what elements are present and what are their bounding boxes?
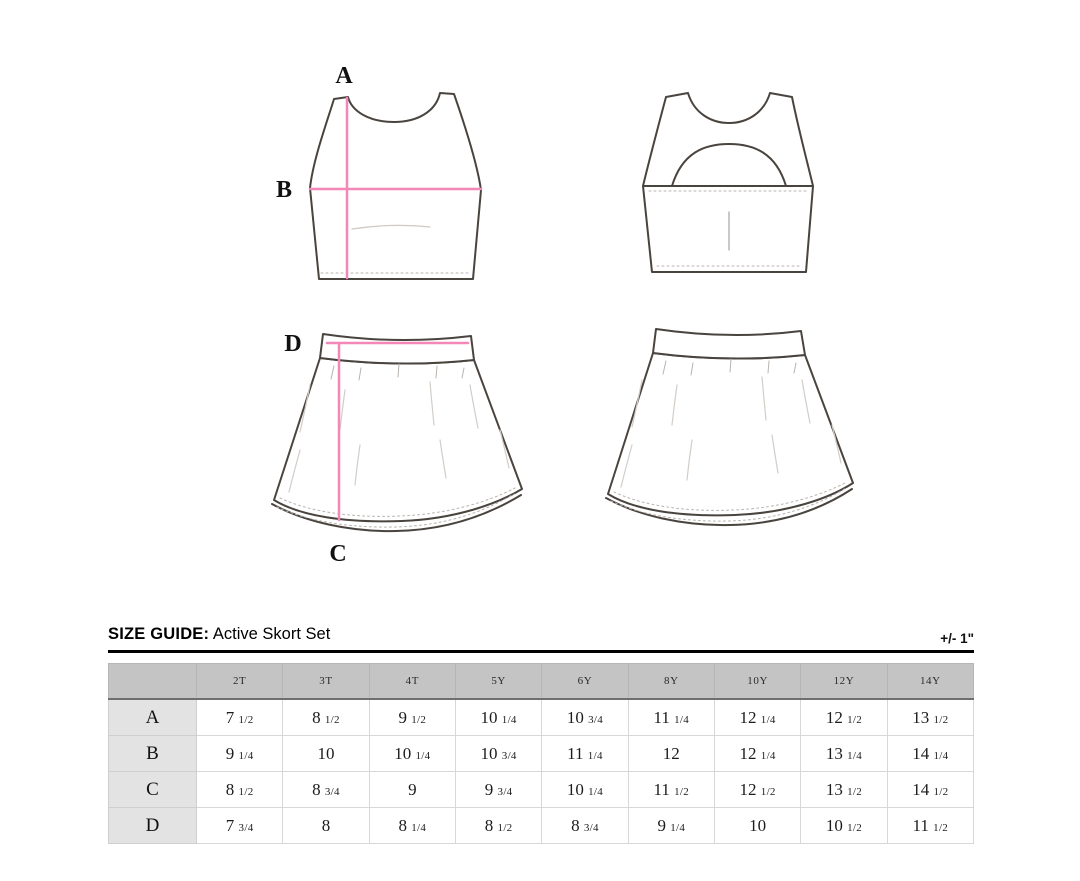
size-value-cell: 10 1/4 [368, 735, 456, 772]
skort-back-body [607, 352, 854, 517]
size-table-header: 2T 3T 4T 5Y 6Y 8Y 10Y 12Y 14Y [108, 663, 975, 700]
size-column-header: 10Y [713, 663, 802, 700]
size-column-header: 8Y [627, 663, 715, 700]
size-value-cell: 14 1/2 [886, 771, 975, 808]
skort-back-waistband [652, 328, 806, 360]
size-value-cell: 10 3/4 [454, 735, 543, 772]
size-value-cell: 8 [282, 807, 370, 844]
size-value-cell: 13 1/2 [886, 698, 975, 736]
size-value-cell: 11 1/4 [541, 735, 629, 772]
size-value-cell: 11 1/2 [886, 807, 975, 844]
size-column-header: 6Y [541, 663, 629, 700]
tank-front-chest-seam [351, 224, 431, 230]
size-column-header: 4T [368, 663, 456, 700]
size-value-cell: 8 1/2 [454, 807, 543, 844]
size-value-cell: 8 3/4 [282, 771, 370, 808]
size-value-cell: 13 1/2 [800, 771, 888, 808]
skort-back-underlayer-stitch [610, 487, 847, 522]
title-divider [108, 650, 974, 653]
tank-top-back-drawing [642, 92, 814, 273]
size-column-header: 2T [195, 663, 284, 700]
size-value-cell: 9 1/4 [195, 735, 284, 772]
size-value-cell: 10 [282, 735, 370, 772]
size-value-cell: 7 3/4 [195, 807, 284, 844]
measurement-row-label: B [108, 735, 197, 772]
size-value-cell: 8 3/4 [541, 807, 629, 844]
measurement-label-c: C [329, 541, 346, 567]
size-value-cell: 11 1/4 [627, 698, 715, 736]
size-value-cell: 9 [368, 771, 456, 808]
skort-front-underlayer [271, 494, 522, 533]
skort-front-waistband [319, 333, 475, 365]
size-value-cell: 8 1/2 [282, 698, 370, 736]
size-value-cell: 12 1/2 [713, 771, 802, 808]
skort-front-drawing [271, 333, 523, 533]
size-value-cell: 10 1/2 [800, 807, 888, 844]
tank-front-outline [309, 92, 482, 280]
size-column-header: 5Y [454, 663, 543, 700]
size-value-cell: 10 1/4 [454, 698, 543, 736]
garment-diagram: A B [271, 63, 854, 567]
measurement-row-label: A [108, 698, 197, 736]
size-value-cell: 14 1/4 [886, 735, 975, 772]
skort-back-drape-lines [620, 376, 842, 488]
measurement-label-a: A [335, 63, 353, 89]
size-value-cell: 12 [627, 735, 715, 772]
size-column-header: 14Y [886, 663, 975, 700]
skort-front-body [273, 357, 523, 523]
size-value-cell: 10 3/4 [541, 698, 629, 736]
size-value-cell: 12 1/4 [713, 735, 802, 772]
size-table-corner-cell [108, 663, 197, 700]
size-value-cell: 11 1/2 [627, 771, 715, 808]
size-column-header: 3T [282, 663, 370, 700]
size-column-header: 12Y [800, 663, 888, 700]
tank-back-straps-outline [642, 92, 814, 187]
tank-back-cutout [671, 143, 787, 187]
tolerance-note: +/- 1" [940, 631, 974, 646]
size-value-cell: 8 1/4 [368, 807, 456, 844]
size-guide-title-value: Active Skort Set [212, 625, 331, 643]
size-value-cell: 9 1/2 [368, 698, 456, 736]
measurement-label-b: B [276, 177, 292, 203]
tank-back-band [642, 185, 814, 273]
skort-front-drape-lines [288, 381, 510, 493]
size-value-cell: 12 1/2 [800, 698, 888, 736]
size-guide-title-label: SIZE GUIDE: [108, 625, 210, 643]
tank-top-front-drawing [308, 92, 483, 280]
skort-front-underlayer-stitch [276, 493, 515, 528]
skort-back-gather-marks [662, 358, 797, 376]
size-value-cell: 10 [713, 807, 802, 844]
size-value-cell: 8 1/2 [195, 771, 284, 808]
measurement-label-d: D [284, 331, 301, 357]
skort-back-underlayer [605, 488, 853, 527]
size-value-cell: 9 1/4 [627, 807, 715, 844]
size-value-cell: 7 1/2 [195, 698, 284, 736]
size-guide-heading: SIZE GUIDE: Active Skort Set [108, 625, 330, 644]
size-value-cell: 12 1/4 [713, 698, 802, 736]
measurement-row-label: C [108, 771, 197, 808]
size-value-cell: 10 1/4 [541, 771, 629, 808]
skort-front-hem-stitch [279, 487, 516, 517]
skort-back-hem-stitch [613, 481, 848, 511]
skort-back-drawing [605, 328, 854, 527]
skort-front-gather-marks [330, 363, 465, 381]
size-value-cell: 13 1/4 [800, 735, 888, 772]
measurement-row-label: D [108, 807, 197, 844]
size-value-cell: 9 3/4 [454, 771, 543, 808]
